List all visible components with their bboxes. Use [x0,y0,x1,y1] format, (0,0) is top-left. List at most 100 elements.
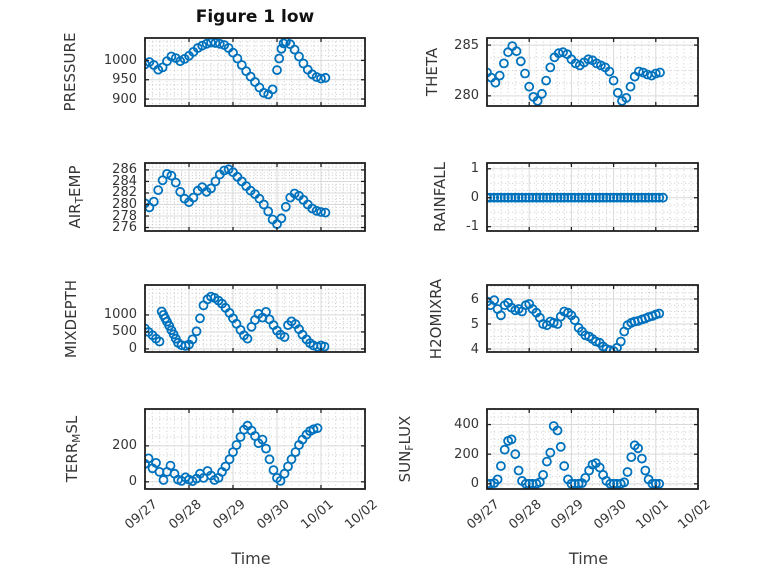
data-point [264,454,275,465]
data-point [487,478,496,489]
data-point [258,199,269,210]
chart-canvas-mixdepth [144,284,366,353]
ytick-label: 276 [112,220,137,236]
data-point [492,192,503,203]
data-point [272,65,282,75]
data-point [625,81,636,92]
data-point [636,453,647,464]
data-point [275,476,286,486]
data-point [494,70,505,81]
xlabel-time-right: Time [568,549,609,568]
data-point [615,336,626,347]
data-point [487,67,492,78]
ytick-label: 200 [454,446,479,462]
ylabel-text: AIR [66,203,84,229]
data-point [267,84,278,95]
data-point [633,443,644,454]
ytick-label: -1 [466,219,479,235]
ytick-label: 284 [112,173,137,189]
ytick-label: 1 [470,161,479,177]
axes-box [144,408,366,490]
data-point [537,88,547,99]
ylabel-text: MIXDEPTH [62,279,80,358]
axes-box [144,284,366,353]
data-point [286,454,297,465]
data-point [268,465,279,475]
data-point [188,192,199,203]
ytick-label: 278 [112,208,137,224]
data-point [584,192,594,203]
data-point [499,192,510,203]
ylabel-subscript: F [404,444,417,451]
data-point [541,75,551,86]
data-point [605,478,616,489]
data-point [294,51,304,62]
ytick-label: 200 [112,438,137,454]
chart-canvas-pressure [144,37,366,107]
data-point [320,207,331,218]
data-point [490,77,501,88]
data-point [506,192,517,203]
xtick-label: 09/27 [464,497,503,533]
data-point [158,475,169,485]
data-point [545,62,556,73]
data-point [650,68,661,79]
data-point [492,474,503,485]
data-series-h2omixra [487,295,665,352]
ylabel-text: SL [63,415,81,434]
ytick-label: 280 [112,196,137,212]
data-point [276,43,287,54]
data-point [506,434,517,445]
data-point [619,477,630,488]
ylabel-text: H2OMIXRA [427,278,445,359]
data-point [489,295,500,306]
ylabel-h2omixra: H2OMIXRA [425,244,447,394]
data-point [619,192,630,203]
axes-box [486,37,699,107]
data-point [577,192,587,203]
data-point [274,53,285,64]
ytick-label: 4 [470,341,479,357]
data-point [621,93,632,103]
data-point [210,38,221,48]
data-point [153,185,164,195]
xtick-label: 09/29 [210,497,249,533]
data-point [162,168,172,179]
data-point [175,186,186,197]
data-point [655,67,665,78]
ytick-label: 0 [128,341,137,357]
data-point [498,58,509,69]
data-point [531,192,542,203]
data-point [615,192,626,203]
data-point [633,66,644,77]
ylabel-terr_msl: TERRMSL [61,374,83,524]
ytick-label: 0 [470,190,479,206]
chart-canvas-terr_msl [144,408,366,490]
data-point [626,192,637,203]
data-point [254,82,265,93]
ytick-label: 5 [470,316,479,332]
data-point [242,333,253,344]
data-point [308,424,319,435]
data-point [191,326,202,337]
data-point [555,441,566,452]
data-point [552,425,563,436]
data-point [311,205,322,216]
data-point [580,473,591,483]
data-point [165,460,176,471]
data-point [210,176,221,187]
data-series-sun_flux [487,421,665,489]
chart-canvas-rainfall [486,162,699,232]
chart-canvas-theta [486,37,699,107]
ytick-label: 400 [454,417,479,433]
ytick-label: 500 [112,324,137,340]
data-point [236,60,247,70]
data-point [654,308,665,319]
xtick-label: 09/30 [254,497,293,533]
data-point [552,192,563,203]
data-point [647,192,658,203]
ylabel-mixdepth: MIXDEPTH [60,244,82,394]
ytick-label: 950 [112,72,137,88]
xtick-label: 10/01 [298,497,337,533]
data-point [654,192,665,203]
